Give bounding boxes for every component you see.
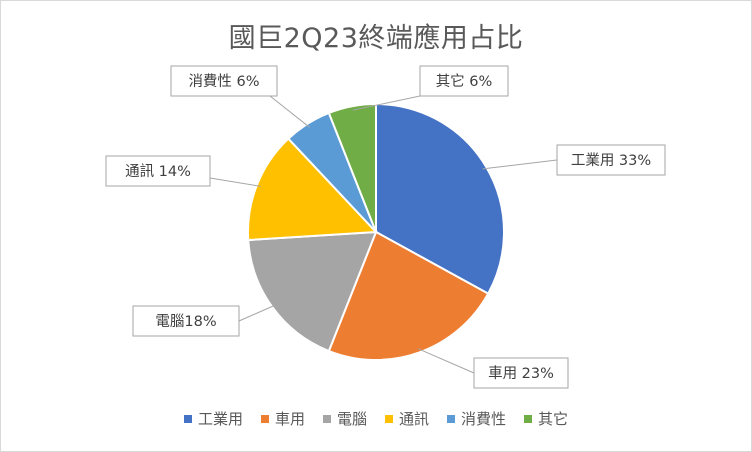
data-label-computer: 電腦18% [155, 313, 216, 330]
chart-title: 國巨2Q23終端應用占比 [228, 23, 524, 54]
data-label-box-automotive [473, 357, 569, 389]
legend-swatch-automotive [260, 414, 269, 423]
data-label-industrial: 工業用 33% [571, 152, 651, 169]
legend-item-automotive: 車用 [260, 408, 305, 429]
data-label-box-consumer [170, 65, 278, 97]
data-label-automotive: 車用 23% [488, 365, 554, 382]
legend-item-consumer: 消費性 [447, 408, 506, 429]
pie-slice-automotive [327, 230, 490, 361]
pie-slice-computer [247, 230, 378, 353]
data-label-box-computer [132, 305, 240, 337]
leader-line-automotive [417, 348, 475, 374]
leader-line-communication [209, 177, 261, 187]
pie-slice-industrial [375, 102, 505, 296]
legend-swatch-communication [385, 414, 393, 423]
legend-item-computer: 電腦 [322, 408, 367, 429]
legend-item-other: 其它 [524, 408, 568, 429]
legend-swatch-consumer [447, 414, 456, 423]
legend-swatch-industrial [183, 414, 192, 423]
legend-item-communication: 通訊 [385, 408, 429, 429]
legend-item-industrial: 工業用 [183, 408, 243, 429]
data-label-other: 其它 6% [436, 72, 493, 90]
legend-label-automotive: 車用 [274, 410, 305, 428]
legend-label-consumer: 消費性 [461, 410, 507, 428]
data-label-consumer: 消費性 6% [188, 73, 259, 90]
legend-label-industrial: 工業用 [197, 410, 243, 428]
data-label-box-communication [105, 155, 211, 187]
leader-line-industrial [482, 159, 558, 170]
pie-slice-other [327, 102, 377, 233]
leader-line-computer [238, 304, 276, 322]
leader-line-consumer [269, 95, 310, 128]
legend-swatch-computer [322, 414, 331, 423]
legend-swatch-other [524, 414, 533, 423]
legend-label-other: 其它 [538, 410, 569, 428]
chart-legend: 工業用 車用 電腦 通訊 消費性 其它 [0, 408, 752, 429]
legend-label-communication: 通訊 [399, 410, 430, 428]
data-label-communication: 通訊 14% [125, 163, 191, 180]
legend-label-computer: 電腦 [336, 410, 367, 428]
data-label-box-other [419, 65, 509, 97]
leader-line-other [352, 95, 421, 111]
data-label-box-industrial [556, 144, 666, 176]
pie-slice-communication [247, 137, 379, 242]
